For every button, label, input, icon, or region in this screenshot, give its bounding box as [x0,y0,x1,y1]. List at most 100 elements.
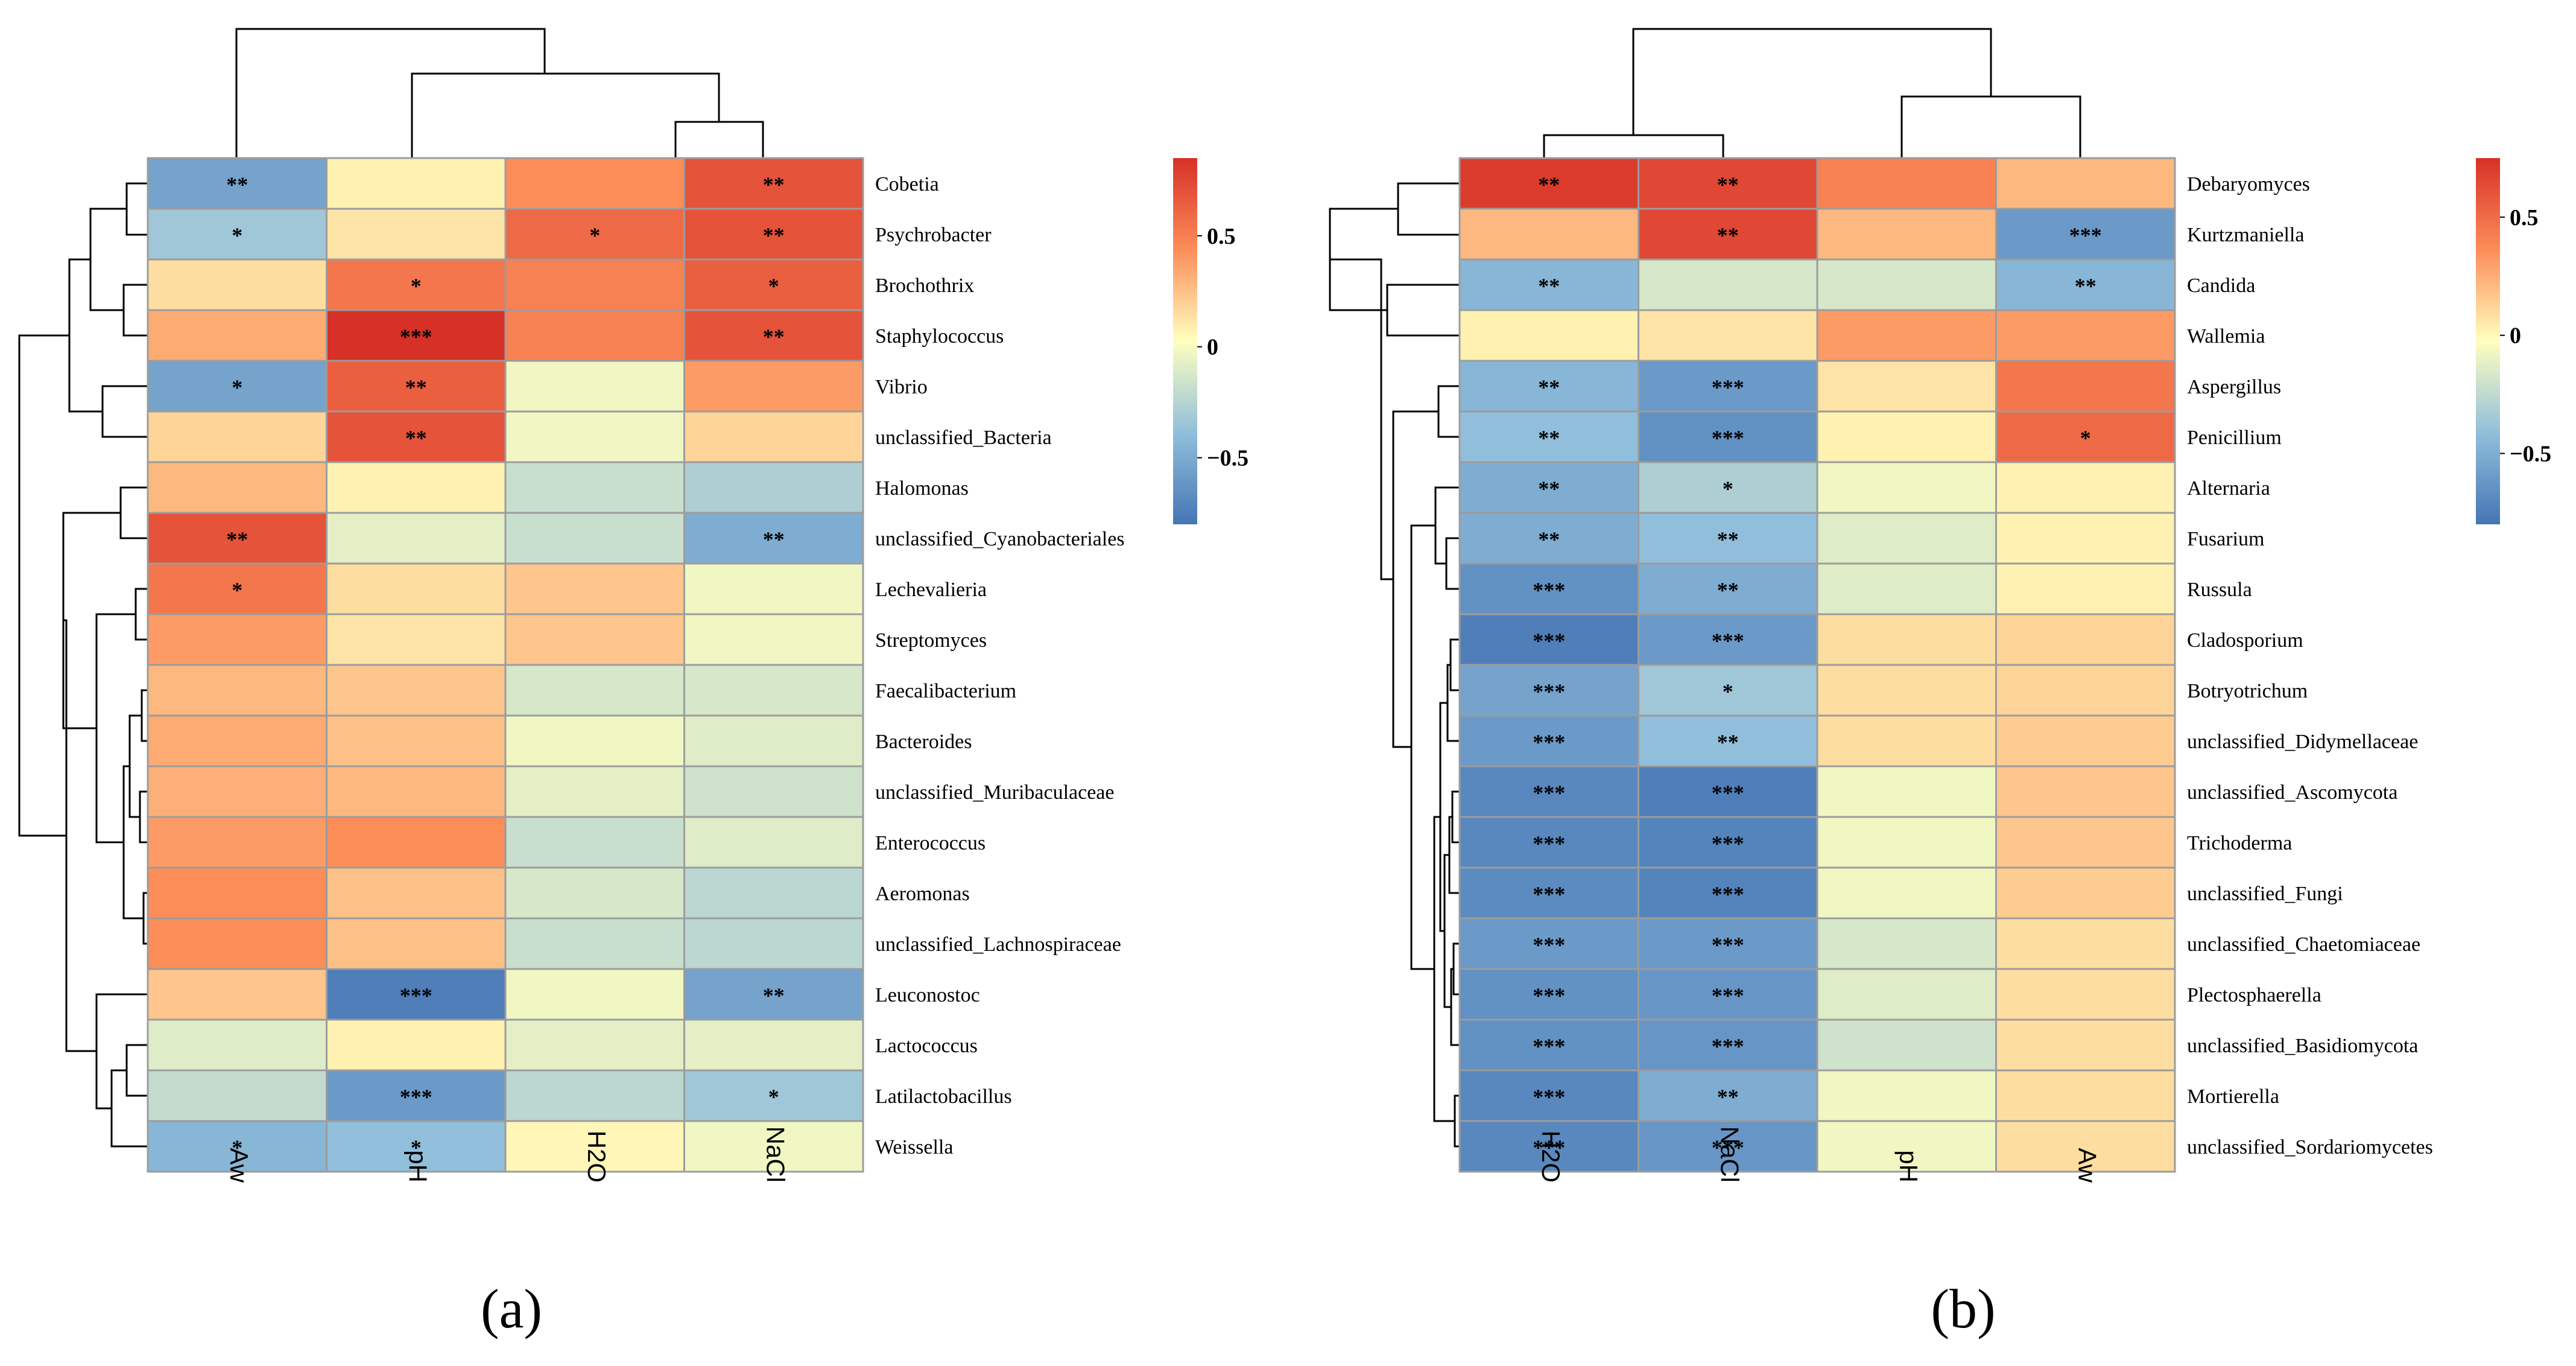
heatmap-cell [1995,613,2176,666]
heatmap-cell [1816,208,1997,261]
row-label: Aeromonas [875,883,970,905]
row-dendrogram-a [18,182,148,1148]
heatmap-cell [504,866,685,920]
significance-mark: * [589,223,600,247]
significance-mark: ** [1538,173,1560,197]
dendro-link [1543,134,1724,158]
row-label: Faecalibacterium [875,680,1016,702]
dendro-link [1392,410,1438,748]
heatmap-cell [1458,1018,1639,1072]
heatmap-cell [1816,157,1997,210]
significance-mark: ** [405,375,427,399]
row-label: Psychrobacter [875,224,992,246]
significance-mark: * [768,274,779,298]
row-label: Lactococcus [875,1035,978,1057]
dendro-link [62,512,121,729]
significance-mark: *** [1533,831,1565,856]
heatmap-cell [147,258,328,311]
significance-mark: *** [1712,781,1744,805]
panel-label-a: (a) [481,1278,542,1339]
row-dendrogram-b [1329,182,1460,1148]
significance-mark: *** [1533,1034,1565,1058]
significance-mark: *** [2069,223,2102,247]
row-label: Fusarium [2187,528,2264,550]
heatmap-cell [147,1018,328,1072]
heatmap-cell [1458,461,1639,514]
heatmap-cell [1816,664,1997,717]
heatmap-cell [1995,1018,2176,1072]
panel-label-b: (b) [1931,1278,1995,1339]
heatmap-cell [683,664,864,717]
row-label: Plectosphaerella [2187,984,2321,1006]
heatmap-cell [1638,613,1818,666]
row-label: Latilactobacillus [875,1085,1012,1108]
heatmap-cell [326,866,507,920]
heatmap-cell [1816,562,1997,615]
row-label: unclassified_Sordariomycetes [2187,1136,2433,1158]
significance-mark: *** [1712,933,1744,957]
heatmap-cell [326,816,507,869]
row-label: Botryotrichum [2187,680,2308,702]
heatmap-cell [1816,258,1997,311]
heatmap-cell [504,562,685,615]
dendro-link [235,28,546,158]
significance-mark: *** [1533,781,1565,805]
dendro-link [1434,486,1460,565]
heatmap-cell [683,866,864,920]
significance-mark: ** [1538,426,1560,450]
heatmap-cell [504,258,685,311]
dendro-link [1451,790,1460,843]
significance-mark: *** [1533,1136,1565,1160]
significance-marks-b: ** **** ***** **** ***** *** *** *** ***** ***** *… [1533,173,2102,1160]
heatmap-cell [1995,714,2176,767]
heatmap-cell [1816,714,1997,767]
heatmap-cell [1995,664,2176,717]
color-legend-b: 0.5 0 −0.5 [2476,158,2551,524]
significance-mark: * [232,578,242,602]
heatmap-cell [1638,258,1818,311]
heatmap-cell [326,714,507,767]
heatmap-cell [326,613,507,666]
significance-mark: * [411,274,422,298]
heatmap-cell [1638,816,1818,869]
color-legend-a: 0.5 0 −0.5 [1173,158,1248,524]
heatmap-cell [326,664,507,717]
dendro-link [1386,284,1460,337]
column-label: H2O [1537,1131,1565,1183]
heatmap-cell [1816,410,1997,463]
heatmap-cell [326,765,507,818]
significance-mark: *** [1712,375,1744,399]
heatmap-cell [1995,157,2176,210]
row-label: unclassified_Fungi [2187,883,2343,905]
row-labels-a: Cobetia Psychrobacter Brochothrix Staphyloc… [875,173,1125,1158]
row-label: unclassified_Muribaculaceae [875,781,1114,804]
row-label: Aspergillus [2187,376,2281,398]
significance-mark: *** [1533,629,1565,653]
dendro-link [18,334,69,837]
heatmap-cell [683,258,864,311]
significance-mark: ** [763,983,785,1008]
heatmap-cell [1458,562,1639,615]
significance-mark: ** [763,173,785,197]
heatmap-cell [147,714,328,767]
row-label: Cladosporium [2187,629,2303,652]
significance-mark: ** [1538,477,1560,501]
heatmap-cell [1458,512,1639,565]
dendro-link [1449,638,1460,691]
heatmap-cell [1458,208,1639,261]
significance-mark: *** [1712,426,1744,450]
row-label: Bacteroides [875,731,972,753]
significance-mark: * [2080,426,2091,450]
column-label: NaCl [1716,1126,1744,1183]
significance-mark: ** [2075,274,2097,298]
dendro-link [139,790,148,843]
heatmap-cell [1995,765,2176,818]
dendro-link [1437,385,1460,438]
heatmap-cell [1638,714,1818,767]
heatmap-cell [326,208,507,261]
legend-colorbar [1173,158,1197,524]
heatmap-cell [683,360,864,413]
legend-tick-label: 0 [2510,323,2521,349]
significance-mark: *** [1712,831,1744,856]
